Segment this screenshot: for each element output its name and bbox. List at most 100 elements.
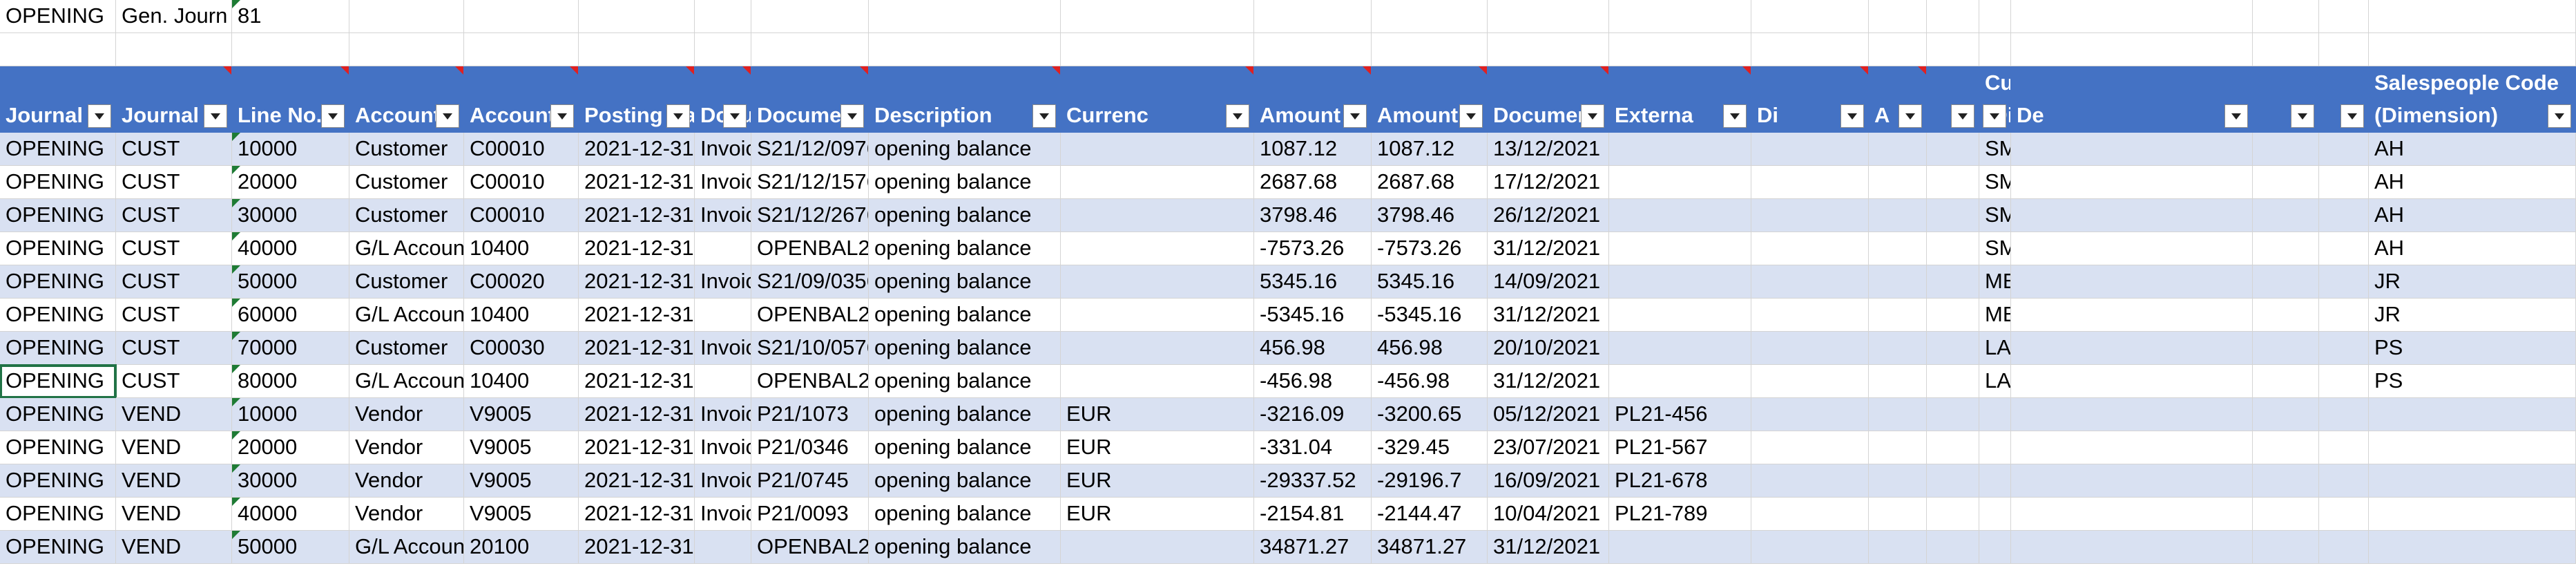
cell[interactable] <box>349 0 464 33</box>
table-cell[interactable] <box>2253 332 2319 365</box>
table-cell[interactable] <box>1869 431 1927 464</box>
table-cell[interactable] <box>1979 498 2011 531</box>
table-cell[interactable]: C00010 <box>464 166 579 199</box>
table-cell[interactable] <box>2319 498 2369 531</box>
table-cell[interactable] <box>1061 133 1254 166</box>
table-cell[interactable]: V9005 <box>464 464 579 498</box>
table-cell[interactable] <box>2319 398 2369 431</box>
cell[interactable] <box>1061 33 1254 66</box>
table-cell[interactable] <box>1609 232 1751 265</box>
cell[interactable] <box>1609 0 1751 33</box>
table-cell[interactable]: 5345.16 <box>1254 265 1372 299</box>
table-cell[interactable]: C00020 <box>464 265 579 299</box>
column-header[interactable]: De <box>2011 66 2253 133</box>
cell[interactable] <box>349 33 464 66</box>
table-cell[interactable] <box>2011 265 2253 299</box>
table-cell[interactable]: 31/12/2021 <box>1488 365 1609 398</box>
table-cell[interactable] <box>1751 232 1869 265</box>
table-cell[interactable]: 2021-12-31 <box>579 398 695 431</box>
table-cell[interactable] <box>1927 199 1979 232</box>
table-cell[interactable]: 1087.12 <box>1372 133 1488 166</box>
table-cell[interactable]: opening balance <box>869 498 1061 531</box>
table-cell[interactable]: OPENBAL2 <box>751 365 869 398</box>
table-cell[interactable] <box>2369 464 2576 498</box>
table-cell[interactable] <box>1869 265 1927 299</box>
table-cell[interactable]: 16/09/2021 <box>1488 464 1609 498</box>
table-cell[interactable]: SMALL <box>1979 166 2011 199</box>
table-cell[interactable]: S21/12/1576 <box>751 166 869 199</box>
filter-dropdown-icon[interactable] <box>1343 104 1367 128</box>
table-cell[interactable] <box>2253 232 2319 265</box>
table-cell[interactable] <box>1751 398 1869 431</box>
column-header[interactable]: Docume <box>695 66 751 133</box>
table-cell[interactable]: 30000 <box>232 464 349 498</box>
table-cell[interactable]: 31/12/2021 <box>1488 299 1609 332</box>
table-cell[interactable] <box>1609 531 1751 564</box>
table-cell[interactable]: MEDIUM <box>1979 299 2011 332</box>
table-cell[interactable]: 23/07/2021 <box>1488 431 1609 464</box>
table-row[interactable]: OPENING VEND 30000 Vendor V9005 2021-12-31 Inv… <box>0 464 2576 498</box>
table-cell[interactable] <box>695 299 751 332</box>
table-cell[interactable]: Invoice <box>695 464 751 498</box>
table-cell[interactable]: Invoice <box>695 133 751 166</box>
table-cell[interactable]: 2021-12-31 <box>579 365 695 398</box>
table-cell[interactable]: 10400 <box>464 299 579 332</box>
table-cell[interactable]: 5345.16 <box>1372 265 1488 299</box>
table-cell[interactable] <box>2011 232 2253 265</box>
table-cell[interactable]: P21/1073 <box>751 398 869 431</box>
column-header[interactable]: Di <box>1751 66 1869 133</box>
table-cell[interactable] <box>1869 365 1927 398</box>
table-cell[interactable] <box>1869 133 1927 166</box>
table-cell[interactable]: opening balance <box>869 398 1061 431</box>
table-row[interactable]: OPENING VEND 10000 Vendor V9005 2021-12-31 Inv… <box>0 398 2576 431</box>
table-cell[interactable]: V9005 <box>464 431 579 464</box>
table-cell[interactable] <box>1869 398 1927 431</box>
table-cell[interactable]: 34871.27 <box>1372 531 1488 564</box>
filter-dropdown-icon[interactable] <box>723 104 747 128</box>
table-cell[interactable]: OPENING <box>0 498 116 531</box>
table-cell[interactable]: opening balance <box>869 431 1061 464</box>
table-cell[interactable]: Invoice <box>695 498 751 531</box>
table-cell[interactable] <box>1061 299 1254 332</box>
table-cell[interactable]: Vendor <box>349 464 464 498</box>
table-cell[interactable] <box>695 232 751 265</box>
table-cell[interactable]: 2021-12-31 <box>579 265 695 299</box>
cell[interactable] <box>1488 33 1609 66</box>
filter-dropdown-icon[interactable] <box>1459 104 1483 128</box>
table-cell[interactable] <box>2319 232 2369 265</box>
cell[interactable]: OPENING <box>0 0 116 33</box>
cell[interactable] <box>1979 33 2011 66</box>
table-cell[interactable] <box>1609 265 1751 299</box>
table-row[interactable]: OPENING CUST 80000 G/L Account 10400 2021-12-… <box>0 364 2576 399</box>
table-cell[interactable]: CUST <box>116 332 232 365</box>
table-cell[interactable]: OPENING <box>0 431 116 464</box>
table-cell[interactable] <box>1979 398 2011 431</box>
cell[interactable] <box>695 33 751 66</box>
table-cell[interactable]: G/L Account <box>349 365 464 398</box>
table-cell[interactable] <box>1751 265 1869 299</box>
table-cell[interactable]: -456.98 <box>1254 365 1372 398</box>
column-header[interactable]: Salespeople Code (Dimension) <box>2369 66 2576 133</box>
table-cell[interactable] <box>2253 133 2319 166</box>
table-cell[interactable]: P21/0745 <box>751 464 869 498</box>
table-cell[interactable]: 34871.27 <box>1254 531 1372 564</box>
column-header[interactable] <box>2319 66 2369 133</box>
table-cell[interactable] <box>1979 431 2011 464</box>
table-cell[interactable] <box>2369 531 2576 564</box>
filter-dropdown-icon[interactable] <box>1899 104 1922 128</box>
table-cell[interactable]: -331.04 <box>1254 431 1372 464</box>
table-cell[interactable]: 2021-12-31 <box>579 531 695 564</box>
table-cell[interactable] <box>2253 199 2319 232</box>
table-cell[interactable]: Customer <box>349 133 464 166</box>
table-cell[interactable] <box>1609 166 1751 199</box>
table-cell[interactable]: 05/12/2021 <box>1488 398 1609 431</box>
table-cell[interactable]: 31/12/2021 <box>1488 531 1609 564</box>
cell[interactable] <box>1254 33 1372 66</box>
table-cell[interactable]: JR <box>2369 299 2576 332</box>
table-cell[interactable] <box>2011 431 2253 464</box>
column-header[interactable]: Currenc <box>1061 66 1254 133</box>
table-cell[interactable]: C00030 <box>464 332 579 365</box>
filter-dropdown-icon[interactable] <box>1983 104 2006 128</box>
cell[interactable] <box>2369 33 2576 66</box>
